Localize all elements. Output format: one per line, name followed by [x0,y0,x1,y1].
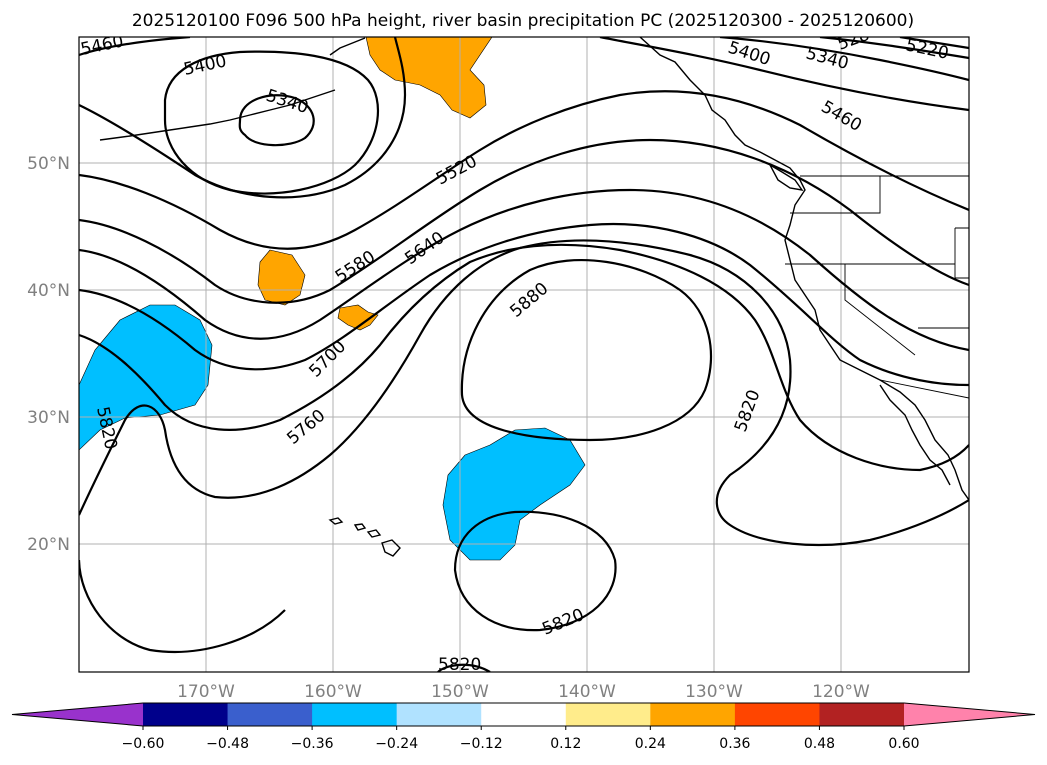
lon-label-130w: 130°W [685,682,743,702]
colorbar-tick-label: 0.12 [550,736,581,752]
colorbar-segment [312,703,398,726]
colorbar-tick-label: −0.36 [291,736,334,752]
positive-anomaly-blob-2 [337,304,379,331]
border-id [954,227,969,279]
coast-baja [879,384,951,486]
coast-north-america-west [639,37,969,501]
colorbar-extend-min [12,703,143,726]
colorbar-segment [481,703,567,726]
lon-label-160w: 160°W [304,682,362,702]
lon-label-120w: 120°W [812,682,870,702]
map-frame [78,36,970,673]
contour-5280-ne [819,37,969,60]
contour-5340-ne [719,37,969,82]
lat-label-30n: 30°N [27,408,70,428]
colorbar-tick-label: 0.48 [804,736,835,752]
coast-hawaii-3 [366,529,382,538]
contour-5640 [79,188,969,352]
contour-5700 [79,222,969,387]
colorbar-segment [819,703,905,726]
coast-vancouver-island [768,163,804,191]
map-title: 2025120100 F096 500 hPa height, river ba… [132,11,914,31]
border-wa-or [790,176,881,214]
ocean-background [79,37,969,672]
contour-5220-ne [899,37,969,50]
colorbar-segment [227,703,313,726]
contour-5400-ne [599,37,969,112]
coast-hawaii-1 [328,517,344,525]
contour-5460-ring [79,37,407,199]
colorbar-segment [650,703,736,726]
lon-label-150w: 150°W [431,682,489,702]
contour-5580 [79,138,969,304]
negative-anomaly-west [79,304,213,451]
height-contours [79,37,969,672]
contour-5820-south [453,510,617,632]
colorbar-tick-label: 0.24 [635,736,666,752]
colorbar-tick-label: 0.36 [719,736,750,752]
positive-anomaly-blob-1 [257,249,306,306]
contour-5460 [79,37,191,57]
longitude-labels: 170°W 160°W 150°W 140°W 130°W 120°W [177,682,870,702]
latitude-labels: 50°N 40°N 30°N 20°N [27,154,70,555]
lat-label-50n: 50°N [27,154,70,174]
colorbar-segment [565,703,651,726]
contour-5880 [460,259,713,442]
map-area: 5460 5400 5340 5400 5340 5280 5220 5460 … [79,37,969,675]
colorbar: −0.60 −0.48 −0.36 −0.24 −0.12 0.12 0.24 0.36 0.4… [11,702,1036,752]
contour-5820-main [79,239,969,547]
lat-label-40n: 40°N [27,281,70,301]
colorbar-tick-label: −0.60 [122,736,165,752]
coast-hawaii-2 [353,523,367,531]
graticule [79,37,969,672]
colorbar-segment [143,703,229,726]
colorbar-segment [396,703,482,726]
colorbar-extend-max [904,703,1035,726]
lat-label-20n: 20°N [27,535,70,555]
coast-alaska-south [329,37,366,56]
colorbar-segment [734,703,820,726]
contour-5520 [79,90,969,250]
colorbar-tick-label: −0.48 [206,736,249,752]
lon-label-140w: 140°W [558,682,616,702]
border-us-mexico [879,379,969,399]
colorbar-tick-label: −0.12 [460,736,503,752]
border-ca-nv [844,264,916,356]
lon-label-170w: 170°W [177,682,235,702]
contour-5820-bottom [437,663,491,672]
colorbar-tick-label: 0.60 [888,736,919,752]
contour-label-5820-bottom: 5820 [438,655,481,675]
coast-hawaii-4 [381,539,401,557]
contour-5820-west [79,559,286,653]
contour-5340-low [238,94,315,147]
colorbar-tick-label: −0.24 [375,736,418,752]
